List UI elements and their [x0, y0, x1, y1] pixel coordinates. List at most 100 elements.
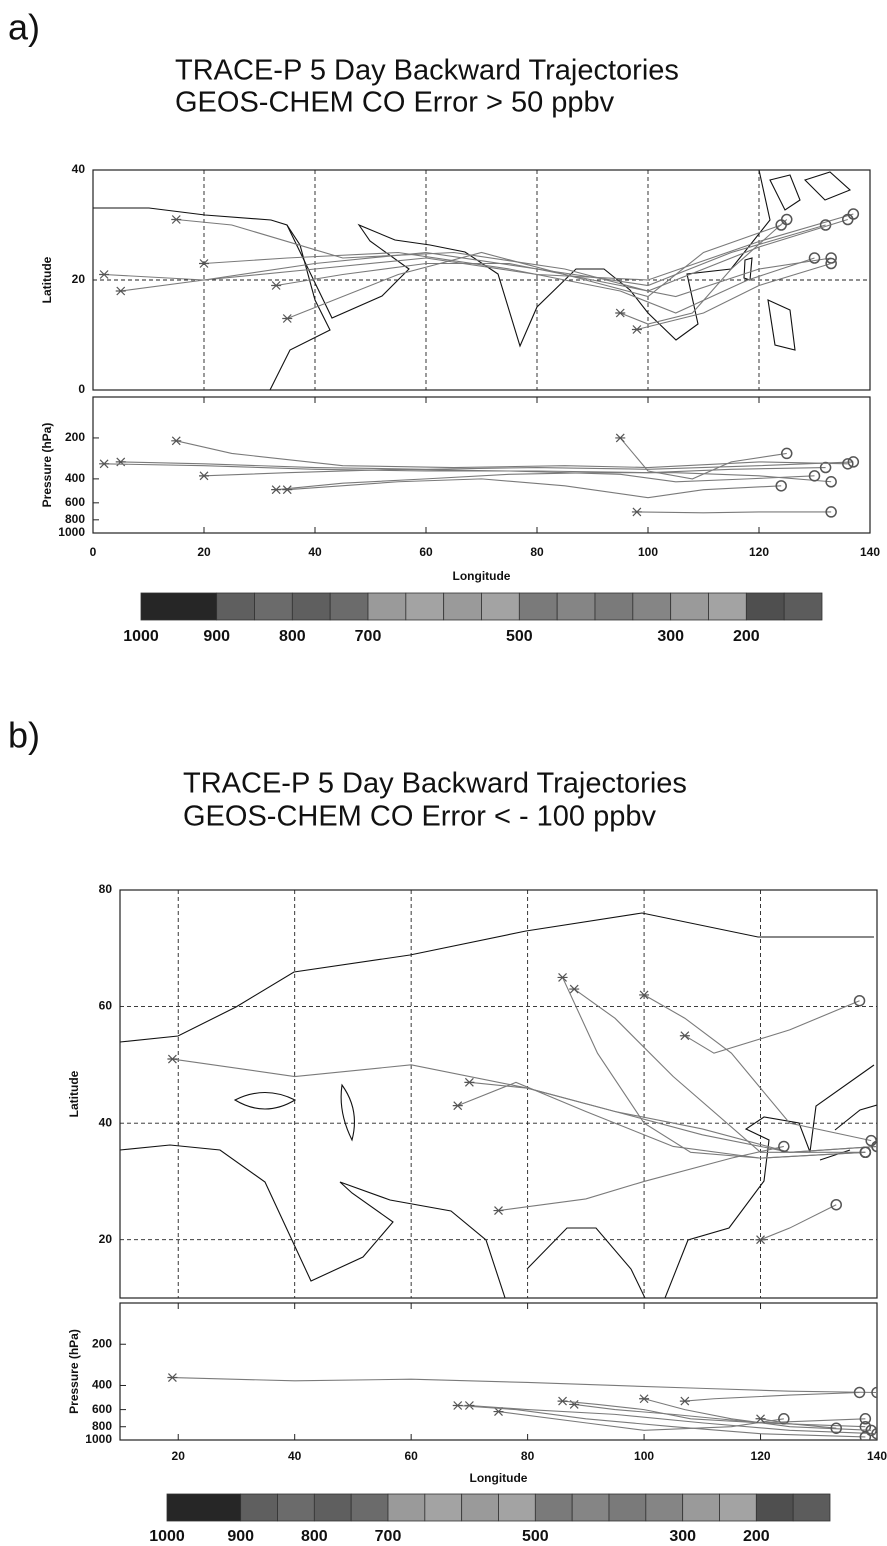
trajectory	[276, 257, 832, 298]
origin-marker	[452, 1401, 463, 1410]
map-trajectories	[99, 208, 860, 334]
coastline	[120, 1144, 506, 1298]
origin-marker	[115, 286, 126, 296]
origin-marker	[615, 433, 626, 443]
map-frame	[92, 169, 871, 391]
coastline	[269, 224, 331, 390]
receptor-marker	[871, 1427, 877, 1440]
chart-subtitle: GEOS-CHEM CO Error < - 100 ppbv	[183, 801, 656, 833]
origin-marker	[199, 259, 209, 268]
origin-marker	[631, 325, 642, 334]
y-tick-label: 1000	[85, 1432, 112, 1446]
trajectory	[498, 1145, 784, 1212]
panel-label: b)	[8, 715, 40, 756]
trajectory	[172, 1058, 877, 1153]
colorbar-segment	[140, 592, 218, 621]
receptor-marker	[775, 480, 787, 492]
chart-title: TRACE-P 5 Day Backward Trajectories	[183, 768, 687, 800]
receptor-marker	[781, 447, 793, 460]
x-tick-label: 20	[197, 545, 211, 559]
colorbar-segment	[645, 1493, 684, 1522]
x-tick-label: 80	[530, 545, 544, 559]
receptor-marker	[830, 1422, 842, 1434]
trajectory	[760, 1418, 837, 1429]
pressure-frame	[119, 1302, 878, 1441]
origin-marker	[557, 973, 568, 982]
y-tick-label: 40	[99, 1115, 113, 1129]
y-tick-label: 20	[99, 1232, 113, 1246]
origin-marker	[493, 1206, 504, 1215]
x-tick-label: 80	[521, 1449, 535, 1463]
x-axis-label: Longitude	[453, 569, 511, 583]
origin-marker	[282, 314, 293, 323]
colorbar-segment	[708, 592, 747, 621]
trajectory	[760, 1204, 837, 1241]
receptor-marker	[778, 1413, 790, 1425]
pressure-frame	[92, 396, 871, 534]
map-frame	[119, 889, 878, 1299]
colorbar-segment	[367, 592, 407, 621]
receptor-marker	[825, 252, 837, 264]
origin-marker	[639, 990, 650, 1000]
y-tick-label: 80	[99, 882, 113, 896]
origin-marker	[557, 1396, 568, 1406]
colorbar-segment	[277, 1493, 315, 1522]
colorbar-segment	[291, 592, 331, 621]
colorbar-label: 700	[355, 628, 382, 645]
colorbar-segment	[443, 592, 482, 621]
origin-marker	[464, 1077, 475, 1087]
receptor-marker	[853, 1386, 866, 1399]
colorbar-segment	[424, 1493, 463, 1522]
colorbar-label: 900	[203, 628, 230, 645]
x-tick-label: 140	[860, 545, 880, 559]
y-tick-label: 800	[65, 512, 85, 526]
trajectory	[457, 1404, 866, 1438]
colorbar-segment	[405, 592, 445, 621]
y-axis-label: Latitude	[40, 256, 54, 303]
colorbar-label: 1000	[149, 1528, 185, 1545]
trajectory	[562, 977, 866, 1159]
x-tick-label: 120	[749, 545, 769, 559]
x-tick-label: 40	[288, 1449, 302, 1463]
y-tick-label: 600	[65, 495, 85, 509]
receptor-marker	[778, 1140, 790, 1153]
colorbar-label: 300	[669, 1528, 696, 1545]
y-axis-label: Pressure (hPa)	[40, 423, 54, 508]
colorbar-label: 800	[279, 628, 306, 645]
colorbar-label: 900	[227, 1528, 254, 1545]
x-tick-label: 100	[638, 545, 658, 559]
colorbar-segment	[387, 1493, 426, 1522]
receptor-marker	[825, 506, 837, 518]
x-tick-label: 20	[172, 1449, 186, 1463]
origin-marker	[679, 1396, 690, 1406]
chart-subtitle: GEOS-CHEM CO Error > 50 ppbv	[175, 87, 615, 119]
colorbar-label: 200	[743, 1528, 770, 1545]
panel-label: a)	[8, 7, 40, 48]
trajectory	[469, 1404, 877, 1435]
x-tick-label: 60	[404, 1449, 418, 1463]
receptor-marker	[847, 456, 860, 468]
trajectory	[684, 1000, 860, 1054]
colorbar-segment	[670, 592, 709, 621]
receptor-marker	[859, 1413, 872, 1425]
x-tick-label: 40	[308, 545, 322, 559]
receptor-marker	[775, 219, 787, 231]
origin-marker	[755, 1235, 766, 1245]
receptor-marker	[825, 476, 837, 488]
trajectory	[203, 468, 815, 483]
origin-marker	[271, 485, 282, 495]
colorbar-segment	[755, 1493, 794, 1522]
origin-marker	[167, 1373, 178, 1382]
trajectory	[684, 1391, 860, 1402]
colorbar-segment	[313, 1493, 352, 1522]
trajectory	[203, 251, 815, 314]
receptor-marker	[853, 994, 866, 1007]
chart-title: TRACE-P 5 Day Backward Trajectories	[175, 55, 679, 87]
x-tick-label: 60	[419, 545, 433, 559]
colorbar-label: 200	[733, 628, 760, 645]
receptor-marker	[819, 461, 832, 474]
colorbar-segment	[166, 1493, 242, 1522]
trajectory	[276, 472, 832, 491]
trajectory	[636, 262, 832, 331]
